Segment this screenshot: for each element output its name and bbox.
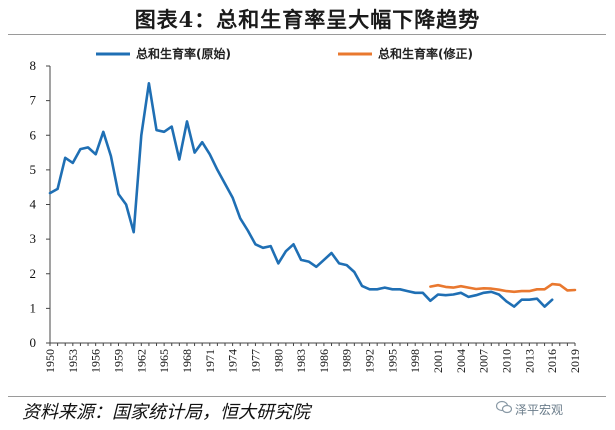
title-underline [8, 34, 606, 35]
x-tick-label: 2013 [522, 349, 536, 373]
x-tick-label: 1956 [89, 349, 103, 373]
x-tick-label: 1983 [294, 349, 308, 373]
x-tick-label: 2019 [568, 349, 582, 373]
series-line-revised [429, 282, 577, 294]
x-tick-label: 1968 [180, 349, 194, 373]
y-tick-label: 1 [30, 300, 37, 315]
x-tick-label: 1965 [157, 349, 171, 373]
x-tick-label: 1977 [248, 349, 262, 373]
chart-axes [49, 66, 575, 344]
x-tick-label: 2010 [500, 349, 514, 373]
y-axis-ticks: 0 1 2 3 4 5 6 7 8 [30, 58, 50, 350]
x-tick-label: 1989 [340, 349, 354, 373]
x-tick-label: 1959 [111, 349, 125, 373]
chart-title: 图表4：总和生育率呈大幅下降趋势 [134, 7, 481, 32]
x-tick-label: 1974 [226, 349, 240, 373]
legend-label: 总和生育率(修正) [378, 46, 473, 61]
x-tick-label: 2007 [477, 349, 491, 373]
x-tick-label: 1995 [385, 349, 399, 373]
y-tick-label: 7 [30, 93, 37, 108]
y-tick-label: 8 [30, 58, 37, 73]
y-tick-label: 4 [30, 197, 37, 212]
series-lines [48, 82, 577, 308]
x-tick-label: 2004 [454, 349, 468, 373]
y-tick-label: 0 [30, 335, 37, 350]
legend-label: 总和生育率(原始) [136, 46, 231, 61]
x-tick-label: 1962 [134, 349, 148, 373]
y-tick-label: 6 [30, 127, 37, 142]
legend: 总和生育率(原始) 总和生育率(修正) [96, 46, 473, 61]
x-tick-label: 1992 [363, 349, 377, 373]
data-source: 资料来源：国家统计局，恒大研究院 [22, 402, 310, 423]
y-tick-label: 2 [30, 266, 37, 281]
y-tick-label: 3 [30, 231, 37, 246]
x-tick-label: 1980 [271, 349, 285, 373]
x-tick-label: 2001 [431, 349, 445, 373]
series-line-original [48, 82, 554, 308]
x-tick-label: 1953 [66, 349, 80, 373]
x-tick-label: 1986 [317, 349, 331, 373]
x-axis-ticks: 1950 1953 1956 1959 1962 1965 1968 1971 1974 1977… [43, 343, 582, 373]
x-tick-label: 1950 [43, 349, 57, 373]
wechat-icon [496, 400, 512, 414]
y-tick-label: 5 [30, 162, 37, 177]
footer-rule [8, 396, 606, 397]
watermark-text: 泽平宏观 [515, 403, 564, 417]
x-tick-label: 1971 [203, 349, 217, 373]
x-tick-label: 1998 [408, 349, 422, 373]
x-tick-label: 2016 [545, 349, 559, 373]
